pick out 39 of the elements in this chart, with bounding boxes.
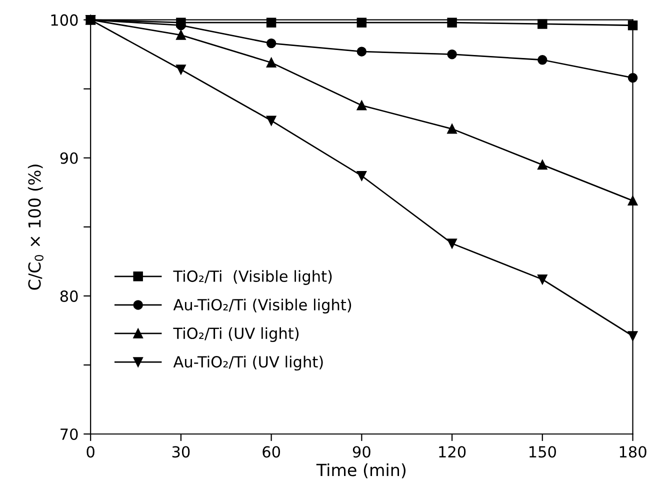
point: [447, 49, 457, 60]
point: [266, 58, 276, 68]
point: [356, 100, 367, 110]
point: [538, 55, 548, 65]
x-axis-title: Time (min): [316, 463, 406, 478]
point: [628, 196, 638, 206]
point: [628, 20, 638, 30]
point: [628, 72, 638, 83]
y-tick-label: 90: [60, 152, 78, 164]
y-tick-label: 70: [60, 428, 78, 440]
legend-label: Au-TiO₂/Ti (Visible light): [173, 298, 352, 314]
point: [266, 18, 276, 28]
x-tick-label: 120: [439, 446, 466, 458]
point: [447, 238, 457, 248]
point: [356, 170, 367, 181]
point: [538, 160, 548, 170]
x-tick-label: 30: [172, 446, 190, 458]
point: [266, 116, 276, 126]
point: [447, 18, 457, 28]
x-tick-label: 150: [530, 446, 556, 458]
y-tick-label: 100: [51, 14, 78, 26]
point: [176, 30, 186, 40]
x-tick-label: 180: [620, 446, 646, 458]
y-axis-title: C/C$_{0}$ × 100 (%): [28, 164, 44, 290]
point: [356, 46, 367, 56]
point: [266, 38, 276, 48]
x-tick-label: 90: [352, 446, 370, 458]
x-tick-label: 0: [86, 446, 94, 458]
point: [628, 331, 638, 341]
point: [356, 18, 367, 28]
point: [538, 19, 548, 29]
x-tick-label: 60: [262, 446, 280, 458]
legend-label: TiO₂/Ti (UV light): [173, 327, 299, 342]
legend-label: Au-TiO₂/Ti (UV light): [173, 356, 323, 371]
point: [176, 64, 186, 74]
point: [447, 124, 457, 134]
point: [538, 274, 548, 284]
legend-label: TiO₂/Ti (Visible light): [173, 270, 332, 285]
y-tick-label: 80: [60, 290, 78, 302]
